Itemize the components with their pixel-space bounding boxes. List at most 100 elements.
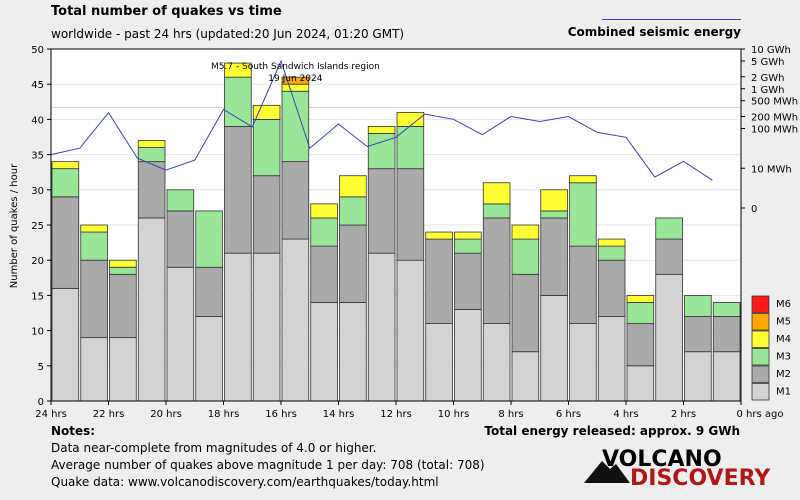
annotation-title: M5.7 - South Sandwich Islands region — [211, 62, 380, 72]
bar-m2 — [339, 224, 367, 303]
y-tick-label: 30 — [31, 186, 44, 197]
legend-label-m4: M4 — [776, 334, 791, 345]
x-tick-label: 12 hrs — [380, 409, 412, 420]
notes-line-3: Quake data: www.volcanodiscovery.com/ear… — [51, 475, 439, 489]
bar-m1 — [684, 351, 712, 402]
bar-m1 — [626, 365, 655, 402]
bar-m5 — [281, 76, 310, 85]
bar-m1 — [166, 266, 195, 402]
bar-m4 — [454, 231, 482, 240]
volcano-discovery-logo: VOLCANO DISCOVERY — [582, 447, 770, 491]
bar-m1 — [712, 351, 741, 402]
bar-m3 — [597, 245, 626, 261]
bar-m4 — [310, 203, 338, 219]
y-tick-label: 50 — [31, 45, 44, 56]
bar-m4 — [482, 182, 511, 205]
notes-line-1: Data near-complete from magnitudes of 4.… — [51, 441, 377, 455]
bar-m4 — [367, 126, 396, 134]
x-tick-label: 20 hrs — [150, 409, 182, 420]
energy-tick-label: 10 GWh — [751, 45, 791, 56]
bar-m2 — [655, 238, 683, 275]
bar-m1 — [454, 309, 482, 402]
x-tick-label: 8 hrs — [498, 409, 523, 420]
bar-m1 — [339, 302, 367, 402]
bar-m3 — [712, 302, 741, 317]
bar-m4 — [51, 161, 80, 170]
energy-tick-label: 0 — [751, 204, 757, 215]
legend-swatch-m3 — [751, 348, 770, 366]
legend-swatch-m1 — [751, 383, 770, 401]
energy-series-line — [50, 59, 713, 181]
x-tick-label: 10 hrs — [438, 409, 470, 420]
notes-block: Notes: Data near-complete from magnitude… — [51, 423, 485, 491]
bar-m1 — [396, 259, 425, 402]
energy-tick-label: 100 MWh — [751, 125, 798, 136]
y-tick-label: 40 — [31, 115, 44, 126]
energy-legend-line — [602, 19, 741, 20]
x-tick-label: 16 hrs — [265, 409, 297, 420]
bar-m3 — [51, 168, 80, 198]
bar-m4 — [224, 62, 252, 78]
bar-m2 — [626, 323, 655, 367]
bar-m3 — [626, 302, 655, 324]
bar-m4 — [425, 231, 453, 240]
bar-m1 — [655, 273, 683, 402]
bar-m2 — [482, 217, 511, 324]
bar-m2 — [51, 196, 80, 289]
bar-m2 — [454, 252, 482, 310]
bar-m2 — [367, 168, 396, 254]
bar-m3 — [224, 76, 252, 127]
bar-m4 — [339, 175, 367, 198]
legend-label-m6: M6 — [776, 299, 791, 310]
energy-tick-label: 2 GWh — [751, 73, 785, 84]
bar-m3 — [540, 210, 568, 219]
bar-m4 — [281, 83, 310, 92]
bar-m3 — [454, 238, 482, 254]
x-tick-label: 6 hrs — [556, 409, 581, 420]
bar-m1 — [137, 217, 166, 402]
bar-m4 — [109, 259, 137, 268]
bar-m4 — [511, 224, 540, 240]
bar-m3 — [367, 133, 396, 170]
bar-m4 — [626, 294, 655, 303]
bar-m3 — [684, 294, 712, 317]
bar-m4 — [80, 224, 108, 233]
bar-m3 — [511, 238, 540, 275]
bar-m4 — [252, 104, 281, 120]
bar-m2 — [540, 217, 568, 296]
chart-subtitle: worldwide - past 24 hrs (updated:20 Jun … — [51, 27, 405, 41]
notes-line-2: Average number of quakes above magnitude… — [51, 458, 485, 472]
bar-m1 — [569, 323, 597, 402]
bar-m3 — [569, 182, 597, 247]
x-tick-label: 4 hrs — [613, 409, 638, 420]
bar-m1 — [195, 316, 223, 402]
bar-m2 — [569, 245, 597, 324]
bar-m4 — [396, 111, 425, 127]
bar-m1 — [425, 323, 453, 402]
volcano-logo-icon — [584, 461, 630, 483]
energy-tick-label: 500 MWh — [751, 97, 798, 108]
bar-m3 — [195, 210, 223, 268]
y-axis-label: Number of quakes / hour — [9, 163, 20, 288]
bar-m1 — [109, 337, 137, 402]
logo-text-volcano: VOLCANO — [602, 447, 722, 472]
bar-m1 — [540, 294, 568, 402]
y-tick-label: 35 — [31, 151, 44, 162]
bar-m1 — [367, 252, 396, 402]
legend-label-m1: M1 — [776, 387, 791, 398]
bar-m3 — [80, 231, 108, 261]
bar-m3 — [252, 119, 281, 177]
legend-swatch-m2 — [751, 365, 770, 383]
notes-heading: Notes: — [51, 424, 96, 438]
legend-label-m5: M5 — [776, 317, 791, 328]
bar-m3 — [281, 90, 310, 163]
energy-tick-label: 1 GWh — [751, 85, 785, 96]
annotation-date: 19 Jun 2024 — [268, 74, 322, 84]
bar-m2 — [597, 259, 626, 317]
logo-text-discovery: DISCOVERY — [630, 466, 771, 491]
legend-label-m3: M3 — [776, 352, 791, 363]
x-tick-label: 0 hrs ago — [737, 409, 784, 420]
bar-m1 — [252, 252, 281, 402]
bar-m3 — [310, 217, 338, 247]
y-tick-label: 45 — [31, 80, 44, 91]
